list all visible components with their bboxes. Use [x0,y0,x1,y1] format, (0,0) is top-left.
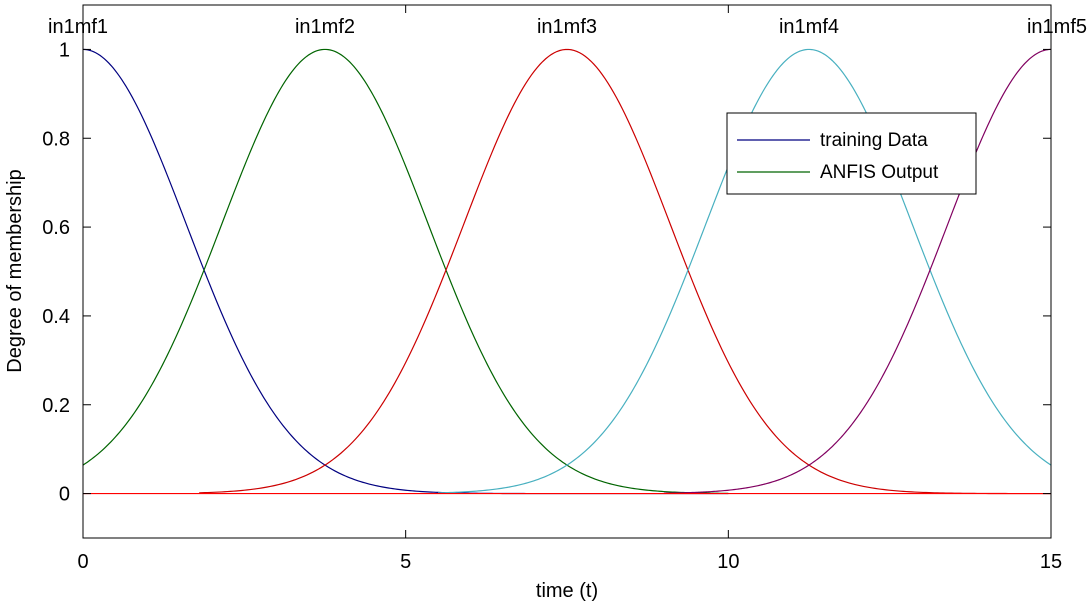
plot-area [83,5,1051,538]
plot-frame [82,4,1052,539]
x-tick-label: 15 [1040,551,1062,573]
y-axis-label: Degree of membership [4,169,26,372]
legend-label-training-data: training Data [820,130,928,151]
mf-label-in1mf4: in1mf4 [779,16,839,38]
x-tick-label: 0 [77,551,88,573]
y-tick-label: 0 [59,484,70,506]
mf-label-in1mf3: in1mf3 [537,16,597,38]
y-tick-label: 1 [59,39,70,61]
legend-box [726,112,977,195]
x-tick-label: 5 [400,551,411,573]
mf-labels-group: in1mf1 in1mf2 in1mf3 in1mf4 in1mf5 [48,16,1087,38]
mf-label-in1mf2: in1mf2 [295,16,355,38]
mf-label-in1mf5: in1mf5 [1027,16,1087,38]
legend: training Data ANFIS Output [726,112,977,195]
y-tick-label: 0.2 [42,395,70,417]
legend-label-anfis-output: ANFIS Output [820,162,939,183]
series-line-in1mf3 [199,48,1052,495]
x-axis-label: time (t) [536,580,598,602]
y-tick-label: 0.8 [42,128,70,150]
mf-label-in1mf1: in1mf1 [48,16,108,38]
series-line-in1mf2 [82,48,729,494]
series-line-in1mf5 [663,48,1052,494]
y-tick-label: 0.4 [42,306,70,328]
x-tick-label: 10 [717,551,739,573]
ticks-group: 0 5 10 15 0 0.2 0.4 0.6 0.8 1 [42,5,1062,573]
y-tick-label: 0.6 [42,217,70,239]
